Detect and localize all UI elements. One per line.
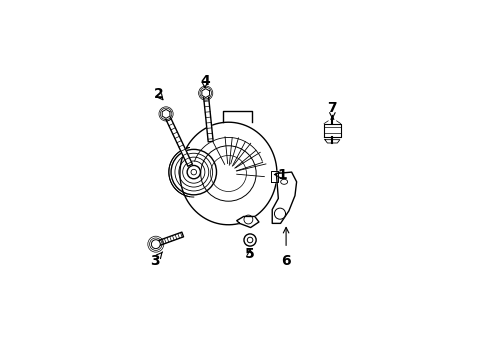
Polygon shape [202, 89, 209, 98]
Polygon shape [180, 122, 276, 225]
Circle shape [191, 169, 196, 175]
Circle shape [151, 240, 160, 249]
Polygon shape [203, 93, 213, 142]
Circle shape [274, 208, 285, 219]
Text: 3: 3 [150, 252, 162, 268]
Text: 2: 2 [153, 87, 163, 102]
Text: 4: 4 [200, 74, 209, 88]
Text: 7: 7 [327, 102, 337, 118]
Text: 6: 6 [281, 228, 290, 268]
Polygon shape [271, 171, 277, 182]
Polygon shape [324, 123, 340, 137]
Polygon shape [272, 172, 296, 223]
Text: 1: 1 [274, 168, 287, 182]
Text: 5: 5 [244, 247, 254, 261]
Circle shape [244, 234, 256, 246]
Polygon shape [162, 109, 169, 118]
Polygon shape [155, 232, 183, 247]
Polygon shape [324, 140, 339, 143]
Ellipse shape [280, 179, 287, 184]
Polygon shape [236, 216, 259, 228]
Polygon shape [163, 113, 192, 166]
